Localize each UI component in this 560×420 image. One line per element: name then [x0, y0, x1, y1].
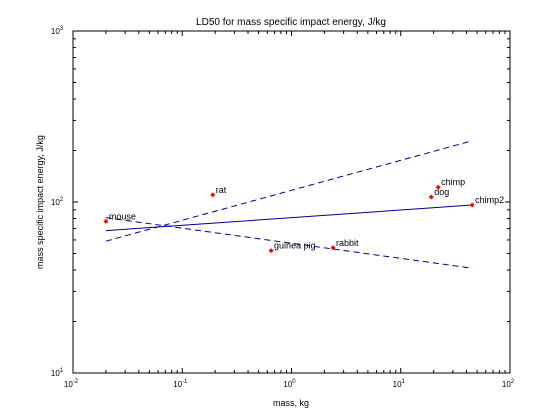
- x-tick-label: 100: [283, 379, 296, 389]
- fit-line-3: [105, 217, 473, 269]
- point-label: chimp2: [475, 195, 504, 205]
- point-marker: [469, 202, 475, 208]
- fit-line-2: [105, 140, 473, 242]
- point-label: chimp: [441, 177, 465, 187]
- y-tick-label: 102: [51, 197, 64, 207]
- point-label: dog: [434, 187, 449, 197]
- point-label: rabbit: [336, 238, 359, 248]
- chart-title: LD50 for mass specific impact energy, J/…: [196, 17, 386, 28]
- point-marker: [268, 248, 274, 254]
- point-marker: [428, 194, 434, 200]
- point-marker: [435, 184, 441, 190]
- x-tick-label: 101: [393, 379, 406, 389]
- x-tick-label: 10-2: [64, 379, 79, 389]
- point-label: guinea pig: [274, 241, 316, 251]
- plot-area: [72, 30, 511, 374]
- point-marker: [103, 218, 109, 224]
- y-tick-label: 103: [51, 26, 64, 36]
- y-axis-label: mass specific impact energy, J/kg: [35, 135, 45, 269]
- point-marker: [330, 245, 336, 251]
- point-label: mouse: [109, 211, 136, 221]
- point-label: rat: [216, 185, 227, 195]
- x-axis-label: mass, kg: [273, 398, 309, 408]
- y-tick-label: 101: [51, 368, 64, 378]
- point-marker: [210, 192, 216, 198]
- axis-ticks: 10-2 10-1 100 101 102 101 102 103: [51, 26, 515, 389]
- x-tick-label: 10-1: [173, 379, 188, 389]
- fit-lines: [105, 140, 473, 269]
- x-tick-label: 102: [502, 379, 515, 389]
